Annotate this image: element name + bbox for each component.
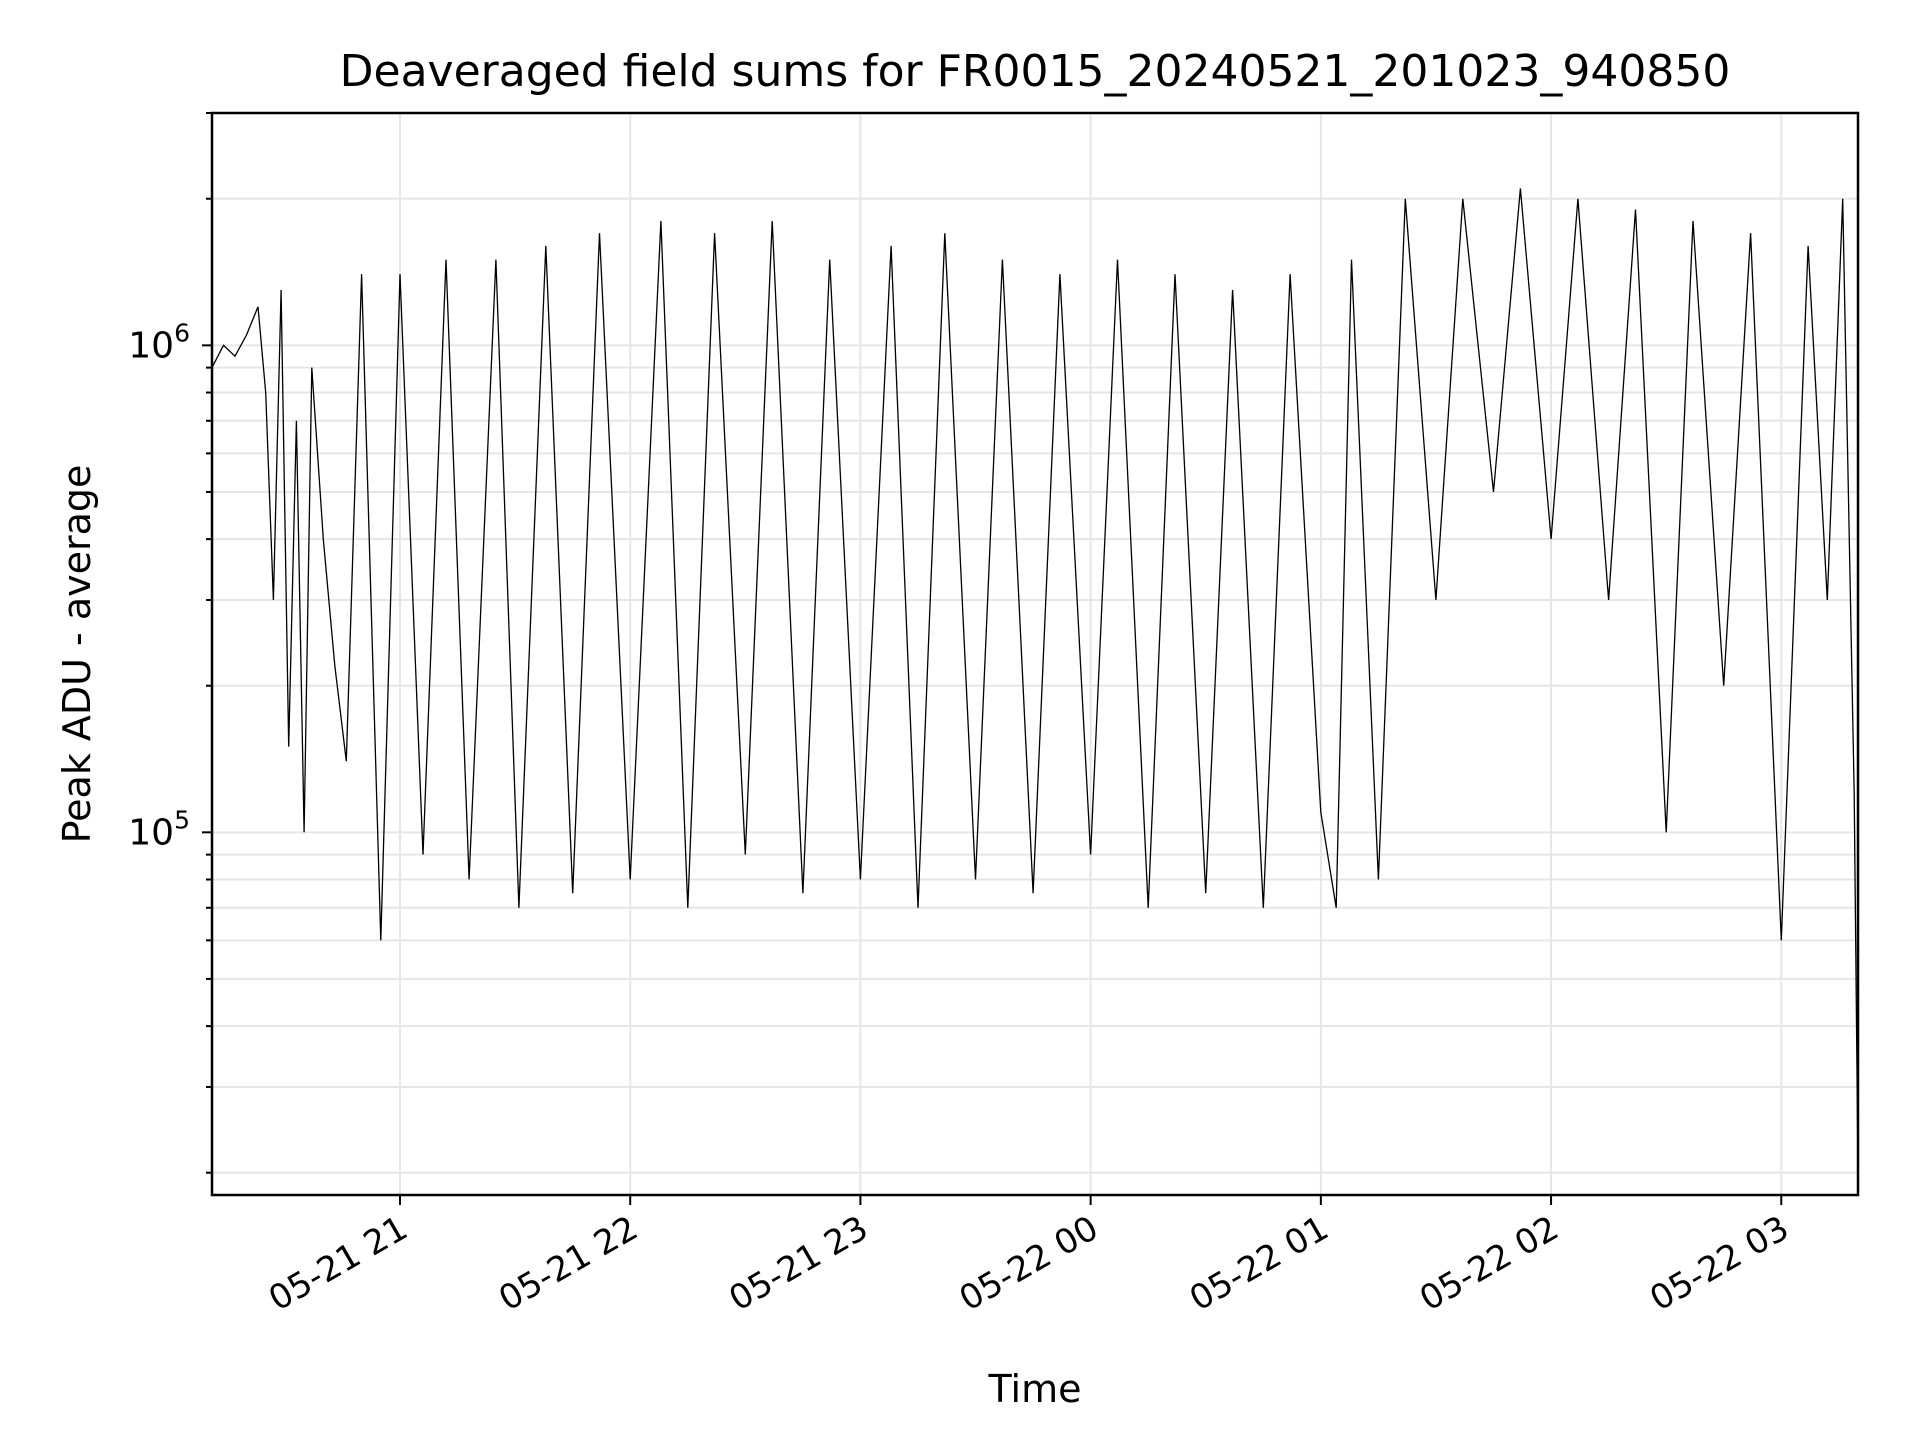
y-axis-label: Peak ADU - average — [55, 465, 99, 844]
series-line — [211, 188, 1859, 1173]
x-axis-label: Time — [988, 1367, 1082, 1411]
chart-title: Deaveraged field sums for FR0015_2024052… — [340, 46, 1731, 97]
plot-frame — [210, 111, 1860, 1197]
y-tick-label: 106 — [128, 318, 190, 366]
series-layer — [211, 188, 1859, 1173]
y-tick-label: 105 — [128, 805, 190, 853]
